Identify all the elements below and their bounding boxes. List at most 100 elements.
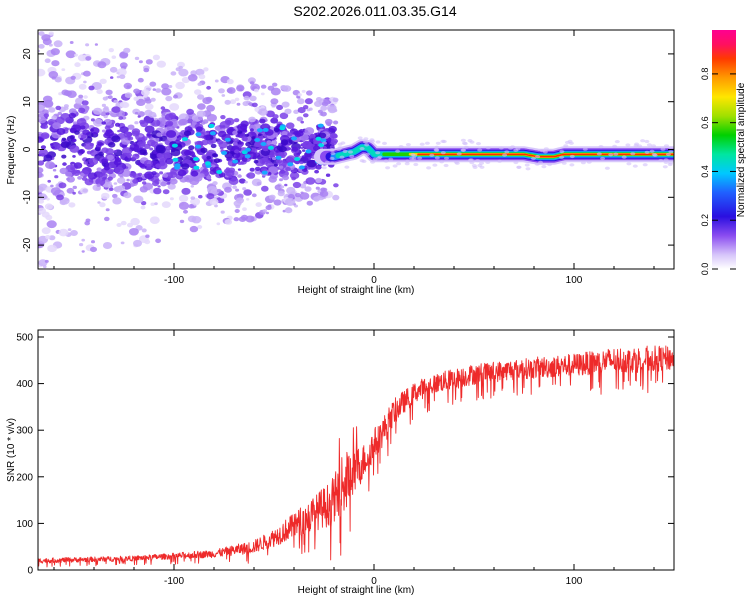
spectrogram-halo-blob: [665, 152, 671, 157]
spectrogram-blob: [233, 217, 240, 222]
spectrogram-blob: [173, 94, 178, 99]
spectrogram-blob: [305, 143, 316, 151]
spectrogram-blob: [152, 88, 156, 91]
spectrogram-blob: [315, 186, 320, 190]
spectrogram-blob: [105, 208, 110, 212]
spectrogram-halo-blob: [632, 164, 638, 168]
spectrogram-blob: [95, 143, 102, 149]
spectrogram-blob: [105, 89, 113, 96]
spectrogram-halo-blob: [664, 144, 669, 148]
spectrogram-blob: [275, 158, 283, 164]
spectrogram-blob: [291, 170, 295, 173]
spectrogram-blob: [118, 116, 124, 120]
spectrogram-blob: [276, 104, 284, 111]
spectrogram-blob: [74, 130, 80, 135]
spectrogram-hot-blob: [244, 147, 251, 152]
spectrogram-blob: [61, 154, 67, 159]
spectrogram-blob: [294, 132, 302, 138]
spectrogram-blob: [255, 202, 262, 208]
spectrogram-blob: [117, 129, 121, 133]
spectrogram-blob: [50, 187, 61, 195]
spectrogram-blob: [47, 179, 51, 183]
spectrogram-blob: [101, 158, 108, 164]
spectrogram-blob: [272, 82, 278, 87]
spectrogram-blob: [214, 126, 221, 131]
spectrogram-blob: [253, 159, 259, 164]
spectrogram-blob: [197, 82, 203, 86]
spectrogram-blob: [333, 120, 339, 125]
spectrogram-blob: [70, 167, 74, 171]
spectrogram-blob: [221, 94, 226, 97]
spectrogram-blob: [329, 132, 338, 139]
spectrogram-blob: [108, 187, 114, 191]
spectrogram-blob: [50, 184, 54, 188]
spectrogram-y-tick-label: 10: [22, 96, 33, 108]
spectrogram-blob: [69, 145, 80, 153]
spectrogram-halo-blob: [559, 149, 565, 154]
spectrogram-blob: [229, 99, 237, 105]
spectrogram-halo-blob: [329, 161, 335, 165]
spectrogram-blob: [179, 219, 185, 224]
snr-y-tick-label: 500: [16, 332, 33, 343]
spectrogram-hot-blob: [195, 132, 202, 137]
spectrogram-blob: [325, 173, 331, 177]
spectrogram-blob: [236, 85, 245, 92]
spectrogram-blob: [145, 234, 150, 238]
spectrogram-blob: [46, 197, 50, 201]
spectrogram-blob: [309, 133, 316, 139]
spectrogram-halo-blob: [454, 161, 460, 165]
spectrogram-blob: [83, 142, 94, 150]
spectrogram-blob: [285, 197, 296, 206]
spectrogram-blob: [232, 185, 238, 190]
snr-y-tick-label: 200: [16, 472, 33, 483]
spectrogram-blob: [333, 183, 339, 188]
spectrogram-blob: [160, 162, 165, 167]
spectrogram-halo-blob: [329, 148, 335, 152]
spectrogram-blob: [140, 120, 148, 128]
spectrogram-halo-blob: [385, 166, 391, 170]
spectrogram-blob: [116, 223, 122, 227]
spectrogram-y-tick-label: 20: [22, 48, 33, 60]
spectrogram-x-tick-label: 100: [566, 275, 583, 286]
spectrogram-blob: [74, 53, 78, 57]
spectrogram-blob: [179, 118, 188, 126]
spectrogram-blob: [119, 51, 129, 59]
spectrogram-blob: [104, 166, 110, 171]
spectrogram-blob: [178, 194, 189, 202]
spectrogram-halo-blob: [365, 152, 370, 156]
spectrogram-blob: [48, 43, 53, 47]
spectrogram-halo-blob: [419, 142, 425, 146]
spectrogram-halo-blob: [475, 159, 481, 163]
spectrogram-blob: [127, 155, 132, 159]
spectrogram-blob: [232, 130, 239, 136]
spectrogram-blob: [259, 157, 269, 165]
spectrogram-blob: [140, 205, 146, 210]
spectrogram-blob: [152, 180, 159, 187]
spectrogram-blob: [244, 133, 249, 137]
spectrogram-blob: [237, 174, 242, 178]
spectrogram-blob: [66, 177, 70, 181]
spectrogram-blob: [303, 105, 309, 110]
spectrogram-halo-blob: [663, 158, 669, 162]
spectrogram-blob: [155, 88, 162, 93]
spectrogram-halo-blob: [582, 147, 588, 151]
spectrogram-halo-blob: [569, 163, 575, 167]
spectrogram-blob: [48, 71, 59, 79]
spectrogram-blob: [60, 113, 71, 121]
spectrogram-blob: [136, 98, 146, 106]
spectrogram-blob: [195, 68, 205, 76]
spectrogram-halo-blob: [586, 160, 592, 164]
spectrogram-blob: [315, 97, 323, 102]
colorbar-label: Normalized spectral amplitude: [736, 82, 747, 217]
spectrogram-halo-blob: [646, 143, 652, 147]
spectrogram-blob: [284, 183, 288, 187]
spectrogram-blob: [129, 143, 140, 151]
spectrogram-blob: [38, 148, 49, 157]
spectrogram-blob: [107, 154, 114, 161]
spectrogram-blob: [279, 165, 284, 169]
spectrogram-blob: [133, 96, 139, 102]
spectrogram-halo-blob: [485, 146, 491, 150]
spectrogram-blob: [72, 138, 77, 143]
spectrogram-halo-blob: [464, 145, 469, 149]
spectrogram-blob: [181, 76, 190, 84]
